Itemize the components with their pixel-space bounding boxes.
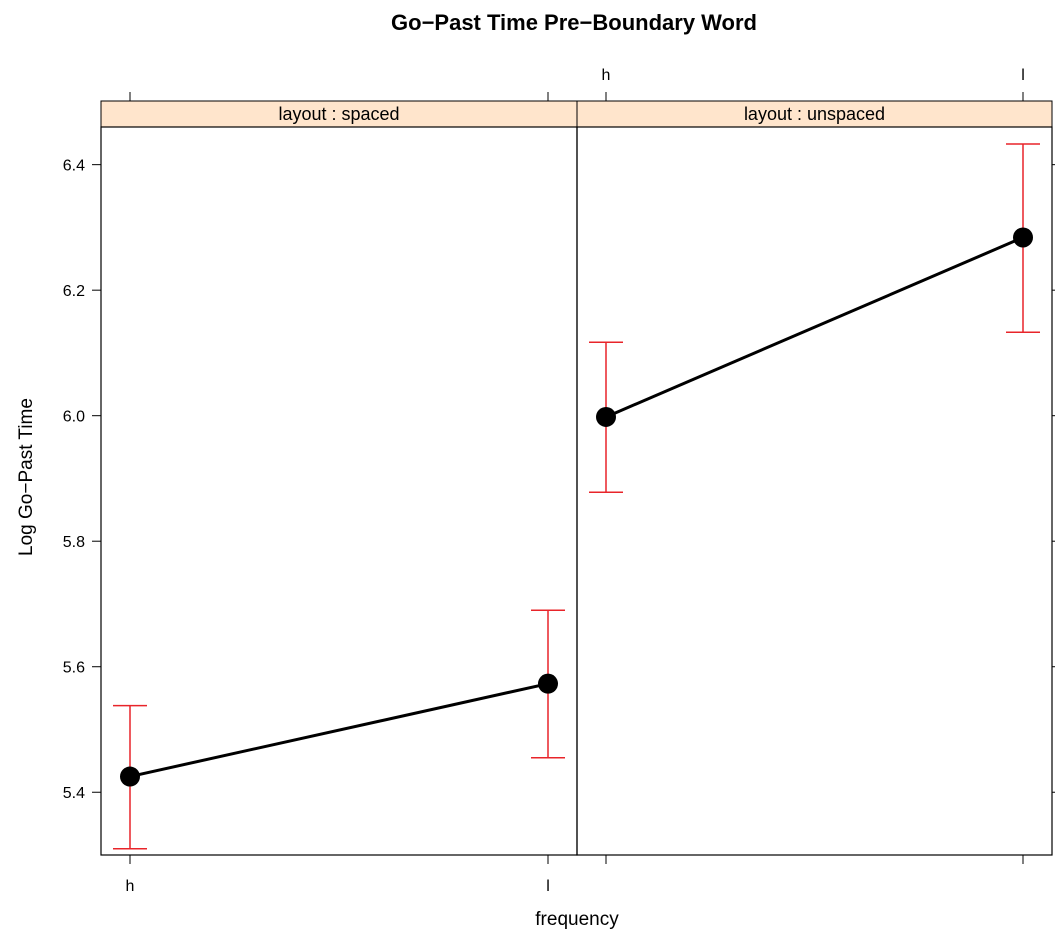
- x-tick-label: h: [602, 67, 611, 84]
- panel-strip: [100, 100, 578, 128]
- y-tick-label: 5.8: [63, 534, 85, 551]
- series-line: [605, 236, 1024, 419]
- panel-strip-label: layout : unspaced: [744, 104, 885, 124]
- panel-border: [576, 126, 1053, 856]
- x-tick-label: l: [546, 878, 550, 895]
- x-tick-label: h: [126, 878, 135, 895]
- data-point: [1013, 227, 1033, 248]
- y-tick-label: 5.6: [63, 660, 85, 677]
- series-line: [129, 682, 549, 779]
- chart-title: Go−Past Time Pre−Boundary Word: [391, 10, 757, 35]
- y-tick-label: 6.2: [63, 283, 85, 300]
- y-axis-title: Log Go−Past Time: [16, 398, 37, 556]
- y-tick-label: 6.4: [63, 158, 85, 175]
- panel-strip-label: layout : spaced: [278, 104, 399, 124]
- panel-strip: [576, 100, 1053, 128]
- data-point: [538, 673, 558, 694]
- plot-area: layout : spaced h l layout : unspaced h l 5.4 5…: [63, 67, 1055, 895]
- x-axis-title: frequency: [535, 909, 619, 930]
- y-tick-label: 5.4: [63, 785, 85, 802]
- panel-border: [100, 126, 578, 856]
- data-point: [596, 406, 616, 427]
- data-point: [120, 766, 140, 787]
- x-tick-label: l: [1021, 67, 1025, 84]
- y-tick-label: 6.0: [63, 409, 85, 426]
